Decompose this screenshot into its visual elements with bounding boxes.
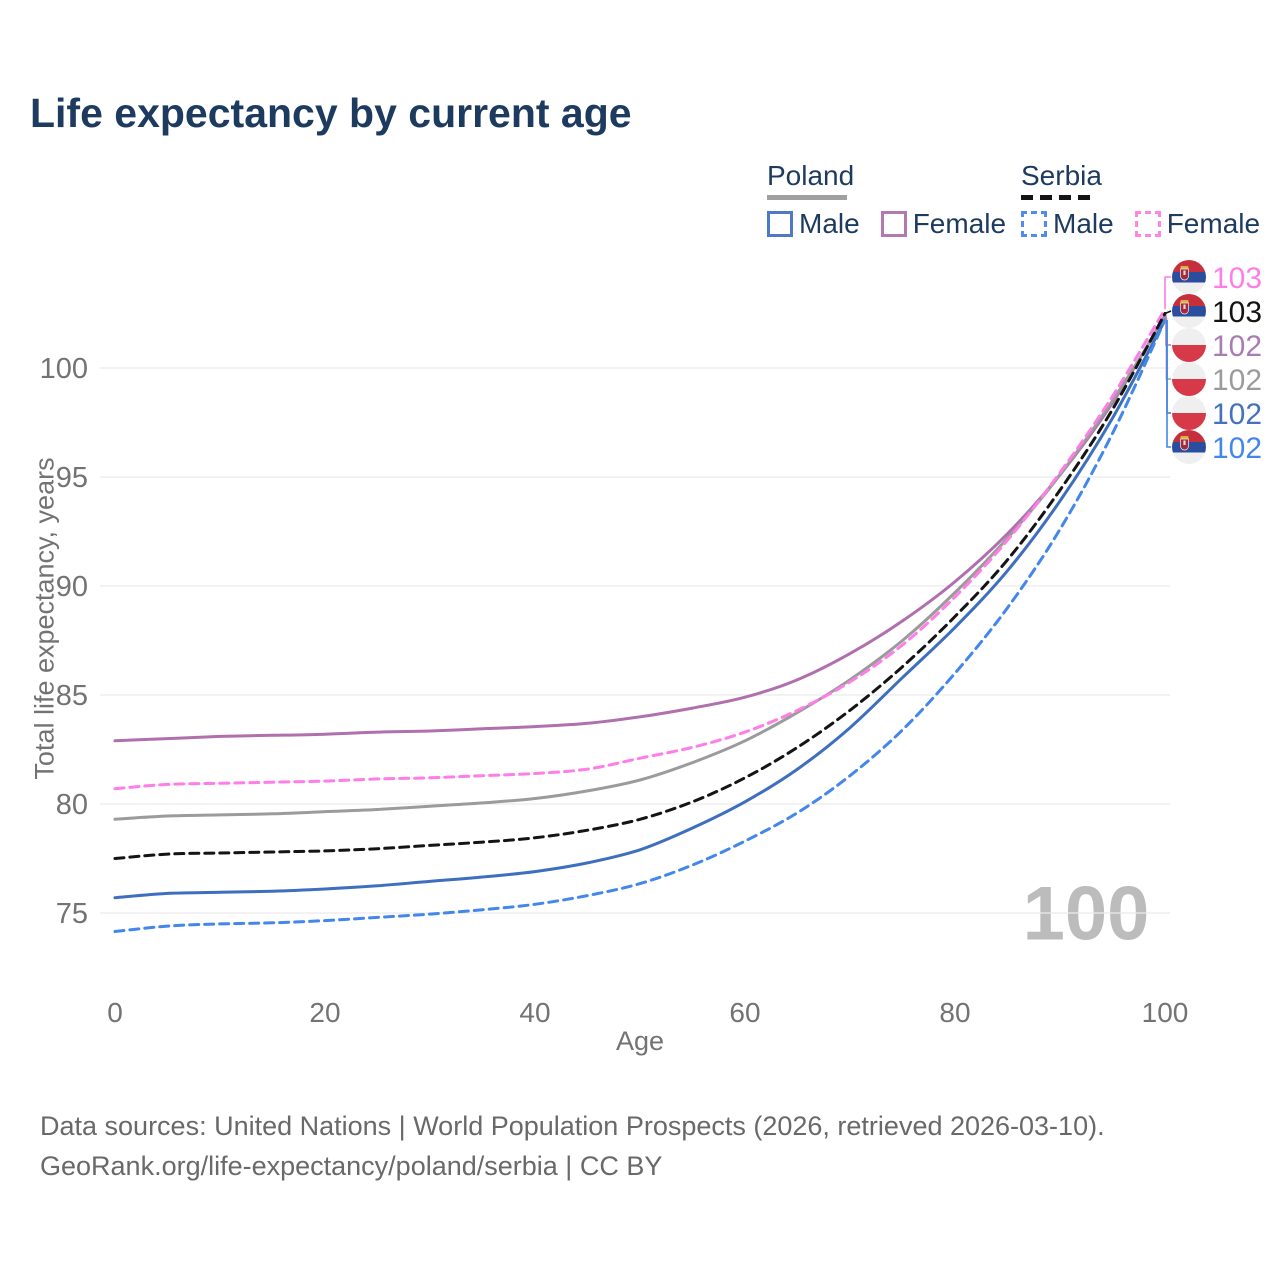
footer-sources: Data sources: United Nations | World Pop… — [40, 1111, 1105, 1141]
leader-line-serbia-total — [1164, 310, 1172, 315]
x-tick-label-0: 0 — [107, 997, 123, 1028]
legend-serbia-row: Male Female — [1021, 208, 1260, 240]
series-line-serbia-total[interactable] — [113, 312, 1167, 860]
leader-line-serbia-male — [1166, 320, 1171, 448]
legend-poland-row: Male Female — [767, 208, 1006, 240]
legend-label-serbia-male[interactable]: Male — [1053, 208, 1114, 239]
series-line-poland-female[interactable] — [113, 314, 1167, 743]
watermark-age: 100 — [1023, 871, 1150, 956]
legend-label-poland-male[interactable]: Male — [799, 208, 860, 239]
y-tick-label-75: 75 — [56, 898, 88, 930]
x-tick-label-20: 20 — [309, 997, 340, 1028]
y-tick-label-80: 80 — [56, 789, 88, 821]
leader-line-serbia-female — [1164, 276, 1171, 310]
legend-group-serbia: Serbia Male Female — [1021, 160, 1260, 240]
series-line-serbia-male[interactable] — [113, 318, 1167, 934]
legend-label-serbia-female[interactable]: Female — [1166, 208, 1261, 239]
legend-poland-title: Poland — [767, 160, 855, 191]
poland-flag-icon — [1172, 396, 1206, 430]
legend-label-poland-female[interactable]: Female — [912, 208, 1007, 239]
end-value-label-poland-total: 102 — [1212, 364, 1262, 397]
legend-swatch-poland-female[interactable] — [880, 211, 907, 237]
legend-serbia-title: Serbia — [1021, 160, 1102, 191]
x-tick-label-100: 100 — [1142, 997, 1189, 1028]
end-value-label-poland-female: 102 — [1212, 330, 1262, 363]
y-tick-label-85: 85 — [56, 680, 88, 712]
x-tick-label-80: 80 — [939, 997, 970, 1028]
poland-flag-icon — [1172, 362, 1206, 396]
legend-swatch-serbia-male[interactable] — [1021, 211, 1047, 237]
x-tick-label-60: 60 — [729, 997, 760, 1028]
x-tick-label-40: 40 — [519, 997, 550, 1028]
series-line-poland-male[interactable] — [113, 318, 1167, 900]
serbia-flag-icon — [1172, 430, 1206, 464]
legend-poland-line-sample — [767, 195, 847, 200]
end-value-label-serbia-total: 103 — [1212, 296, 1262, 329]
page-title: Life expectancy by current age — [30, 90, 632, 136]
poland-flag-icon — [1172, 328, 1206, 362]
y-tick-label-95: 95 — [56, 462, 88, 494]
end-value-label-serbia-male: 102 — [1212, 432, 1262, 465]
footer-attribution: GeoRank.org/life-expectancy/poland/serbi… — [40, 1151, 663, 1181]
serbia-flag-icon — [1172, 260, 1206, 294]
x-axis-title: Age — [615, 1026, 665, 1056]
y-axis-title: Total life expectancy, years — [29, 457, 60, 780]
end-value-label-poland-male: 102 — [1212, 398, 1262, 431]
legend-group-poland: Poland Male Female — [767, 160, 1006, 240]
y-tick-label-100: 100 — [40, 353, 88, 385]
end-value-label-serbia-female: 103 — [1212, 262, 1262, 295]
y-tick-label-90: 90 — [56, 571, 88, 603]
legend-swatch-serbia-female[interactable] — [1134, 211, 1161, 237]
series-line-serbia-female[interactable] — [113, 307, 1167, 791]
serbia-flag-icon — [1172, 294, 1206, 328]
legend-serbia-line-sample — [1021, 195, 1095, 200]
legend-swatch-poland-male[interactable] — [767, 211, 793, 237]
footer: Data sources: United Nations | World Pop… — [40, 1106, 1105, 1186]
